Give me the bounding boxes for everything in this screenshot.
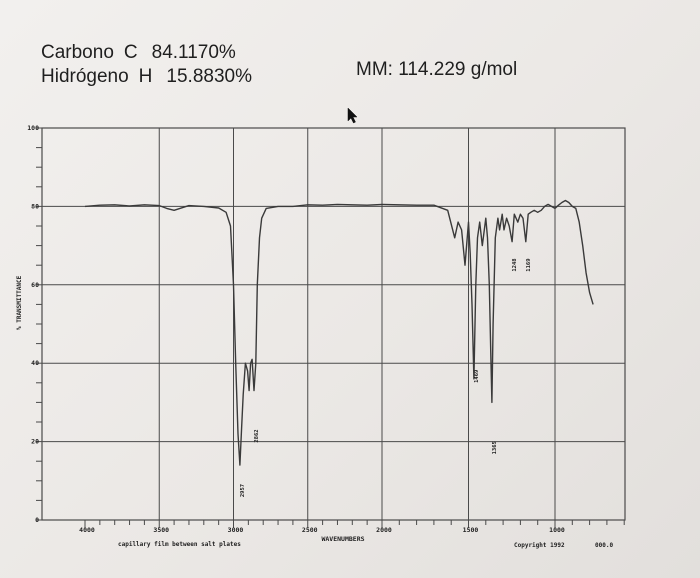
- y-tick-label: 0: [35, 516, 39, 524]
- x-tick-label: 1000: [549, 526, 565, 534]
- element-name: Carbono: [41, 42, 114, 63]
- element-percent: 84.1170%: [151, 42, 236, 63]
- chart-grid: [36, 127, 626, 528]
- element-name: Hidrógeno: [41, 66, 129, 87]
- x-tick-label: 1500: [463, 526, 479, 534]
- peak-label: 1169: [526, 258, 532, 271]
- peak-label: 1248: [512, 258, 518, 271]
- element-row-hydrogen: Hidrógeno H 15.8830%: [41, 67, 252, 86]
- x-tick-label: 3500: [153, 526, 169, 534]
- x-axis-title: WAVENUMBERS: [321, 535, 364, 543]
- spectrum-trace: [84, 199, 594, 466]
- spectrum-code: 000.0: [595, 542, 613, 549]
- sample-note: capillary film between salt plates: [118, 541, 241, 548]
- peak-label: 1469: [474, 370, 480, 383]
- element-row-carbon: Carbono C 84.1170%: [41, 43, 236, 62]
- element-percent: 15.8830%: [166, 66, 252, 87]
- copyright-text: Copyright 1992: [514, 542, 565, 549]
- cursor-icon: [347, 107, 358, 124]
- peak-label: 2862: [254, 429, 260, 442]
- x-axis: 4000 3500 3000 2500 2000 1500 1000: [79, 526, 565, 534]
- y-tick-label: 80: [31, 202, 39, 210]
- y-tick-label: 20: [31, 438, 39, 446]
- x-tick-label: 4000: [79, 526, 95, 534]
- y-axis: 100 80 60 40 20 0: [27, 124, 39, 524]
- y-tick-label: 40: [31, 359, 39, 367]
- y-tick-label: 100: [27, 124, 39, 132]
- peak-labels: 2957 2862 1469 1365 1248 1169: [240, 258, 532, 497]
- x-tick-label: 2500: [302, 526, 318, 534]
- peak-label: 1365: [492, 441, 498, 454]
- y-tick-label: 60: [31, 281, 39, 289]
- peak-label: 2957: [240, 484, 246, 497]
- x-tick-label: 2000: [376, 526, 392, 534]
- x-tick-label: 3000: [228, 526, 244, 534]
- element-symbol: C: [123, 42, 138, 63]
- molar-mass: MM: 114.229 g/mol: [356, 59, 518, 80]
- y-axis-title: % TRANSMITTANCE: [16, 275, 23, 330]
- plot-frame: [41, 127, 626, 521]
- element-symbol: H: [138, 66, 153, 87]
